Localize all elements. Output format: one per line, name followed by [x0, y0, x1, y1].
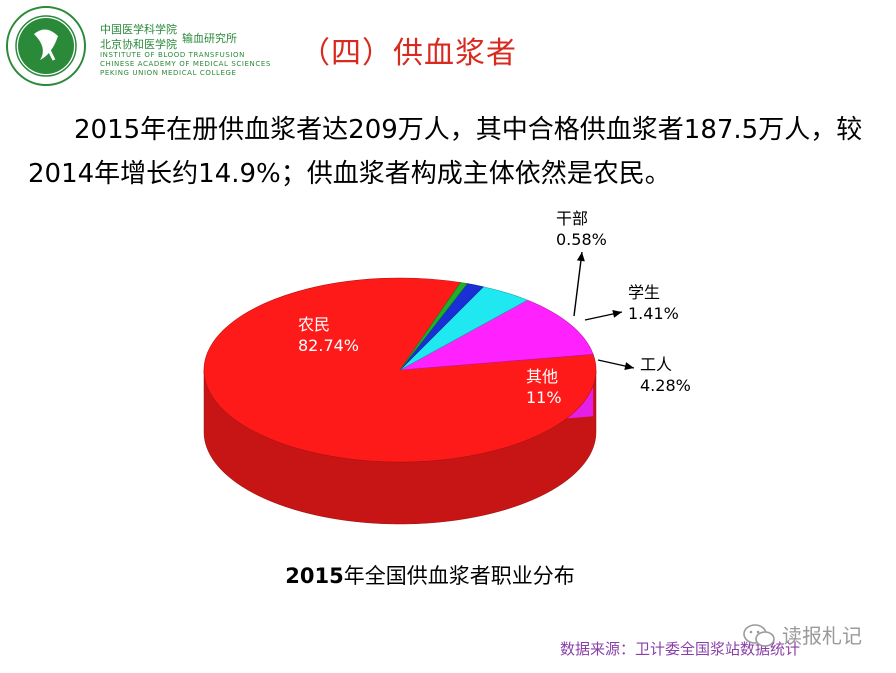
institute-name-en-2: CHINESE ACADEMY OF MEDICAL SCIENCES	[100, 60, 271, 68]
watermark-text: 读报札记	[782, 624, 862, 648]
pie-label-干部: 干部	[556, 209, 588, 228]
pie-labels: 农民 82.74% 其他 11% 工人 4.28% 学生 1.41% 干部 0.58%	[298, 209, 691, 407]
pie-slice-干部	[399, 282, 468, 371]
pie-label-其他: 其他	[526, 367, 558, 386]
pie-arrowhead-工人	[624, 362, 634, 370]
body-paragraph: 2015年在册供血浆者达209万人，其中合格供血浆者187.5万人，较2014年…	[28, 115, 863, 189]
pie-label-学生: 学生	[628, 283, 660, 302]
pie-value-学生: 1.41%	[628, 304, 679, 323]
pie-label-农民: 农民	[298, 315, 330, 334]
institute-name-cn-2: 北京协和医学院	[100, 38, 177, 51]
chart-caption-year: 2015	[285, 564, 344, 588]
institute-department: 输血研究所	[182, 32, 237, 45]
chart-caption-text: 年全国供血浆者职业分布	[343, 564, 575, 588]
pie-leader-干部	[573, 251, 583, 317]
pie-value-干部: 0.58%	[556, 230, 607, 249]
slide-title: （四）供血浆者	[300, 36, 517, 71]
institute-name-en-3: PEKING UNION MEDICAL COLLEGE	[100, 69, 237, 77]
pie-top	[203, 277, 597, 463]
institute-name-en-1: INSTITUTE OF BLOOD TRANSFUSION	[100, 51, 245, 59]
pie-arrowhead-学生	[612, 309, 622, 318]
source-note: 数据来源：卫计委全国浆站数据统计	[560, 640, 801, 658]
pie-value-工人: 4.28%	[640, 376, 691, 395]
pie-slice-其他	[399, 299, 594, 371]
institute-name-cn-1: 中国医学科学院	[100, 23, 177, 36]
pie-label-工人: 工人	[640, 355, 672, 374]
wechat-icon	[743, 624, 775, 647]
pie-value-农民: 82.74%	[298, 336, 359, 355]
chart-caption: 2015年全国供血浆者职业分布	[0, 560, 860, 590]
institute-name-en: INSTITUTE OF BLOOD TRANSFUSION CHINESE A…	[100, 51, 271, 78]
institute-logo	[6, 6, 86, 86]
pie-value-其他: 11%	[526, 388, 562, 407]
pie-arrowhead-干部	[576, 252, 585, 262]
